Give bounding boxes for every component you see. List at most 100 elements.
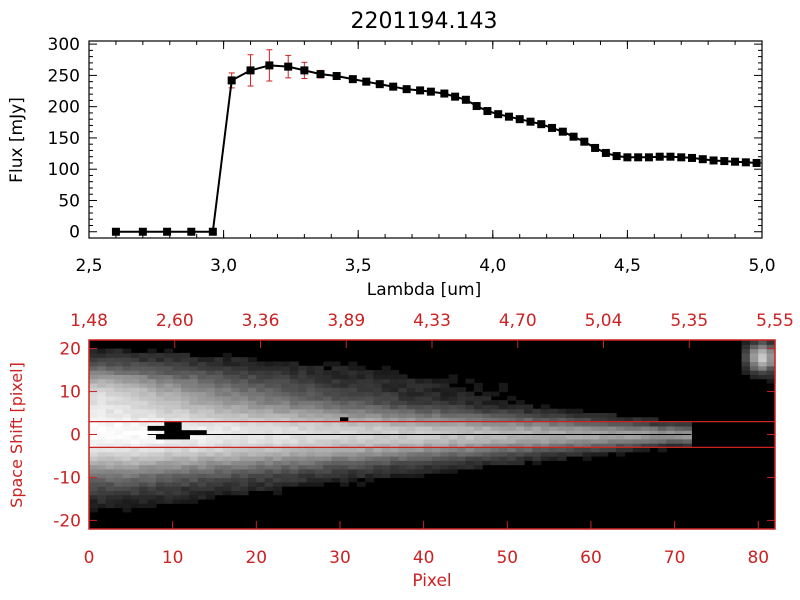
heatmap-cell — [624, 425, 634, 431]
heatmap-cell — [365, 408, 375, 414]
heatmap-cell — [432, 430, 441, 436]
heatmap-cell — [197, 400, 207, 406]
heatmap-cell — [256, 455, 266, 461]
heatmap-cell — [130, 451, 140, 457]
heatmap-cell — [306, 430, 316, 436]
heatmap-cell — [239, 481, 249, 487]
heatmap-cell — [281, 434, 291, 440]
heatmap-cell — [766, 361, 776, 367]
heatmap-cell — [273, 464, 283, 470]
heatmap-cell — [758, 348, 768, 354]
heatmap-cell — [139, 395, 149, 401]
heatmap-cell — [482, 447, 492, 453]
heatmap-cell — [448, 455, 458, 461]
heatmap-cell — [105, 425, 115, 431]
heatmap-cell — [172, 455, 182, 461]
heatmap-cell — [231, 421, 241, 427]
heatmap-cell — [89, 357, 98, 363]
flux-series-line — [115, 64, 757, 233]
heatmap-cell — [222, 361, 232, 367]
heatmap-cell — [114, 503, 124, 509]
heatmap-cell — [682, 438, 692, 444]
heatmap-cell — [498, 408, 508, 414]
heatmap-cell — [164, 447, 174, 453]
heatmap-cell — [181, 361, 190, 367]
heatmap-cell — [97, 391, 107, 397]
heatmap-cell — [298, 430, 308, 436]
heatmap-cell — [607, 443, 617, 448]
heatmap-cell — [155, 370, 165, 375]
heatmap-cell — [423, 400, 433, 406]
heatmap-cell — [289, 382, 299, 388]
heatmap-cell — [181, 443, 190, 448]
heatmap-cell — [231, 370, 241, 375]
heatmap-cell — [323, 468, 333, 474]
heatmap-cell — [197, 395, 207, 401]
heatmap-cell — [448, 374, 458, 380]
heatmap-cell — [574, 425, 584, 431]
heatmap-cell — [457, 447, 467, 453]
heatmap-cell — [197, 494, 207, 500]
x-tick-label: 20 — [245, 548, 267, 568]
heatmap-cell — [189, 425, 199, 431]
heatmap-cell — [206, 391, 216, 397]
heatmap-cell — [264, 473, 274, 479]
heatmap-cell — [172, 417, 182, 423]
heatmap-cell — [281, 395, 291, 401]
heatmap-cell — [406, 438, 416, 444]
heatmap-cell — [97, 400, 107, 406]
data-point — [426, 87, 435, 96]
heatmap-cell — [105, 486, 115, 491]
heatmap-cell — [89, 395, 98, 401]
heatmap-cell — [181, 400, 190, 406]
heatmap-cell — [306, 438, 316, 444]
heatmap-cell — [289, 374, 299, 380]
heatmap-cell — [231, 365, 241, 371]
heatmap-cell — [264, 438, 274, 444]
heatmap-cell — [540, 451, 550, 457]
heatmap-cell — [641, 443, 651, 448]
heatmap-cell — [273, 477, 283, 483]
heatmap-cell — [298, 447, 308, 453]
heatmap-cell — [390, 400, 400, 406]
heatmap-cell — [97, 468, 107, 474]
heatmap-cell — [314, 408, 324, 414]
heatmap-cell — [122, 361, 132, 367]
heatmap-cell — [264, 434, 274, 440]
heatmap-cell — [373, 425, 383, 431]
heatmap-cell — [758, 344, 768, 350]
heatmap-cell — [398, 434, 408, 440]
heatmap-cell — [214, 425, 224, 431]
heatmap-cell — [89, 382, 98, 388]
heatmap-cell — [239, 417, 249, 423]
heatmap-cell — [314, 391, 324, 397]
heatmap-cell — [247, 451, 257, 457]
heatmap-cell — [222, 434, 232, 440]
heatmap-cell — [398, 413, 408, 418]
heatmap-cell — [381, 395, 391, 401]
heatmap-cell — [139, 408, 149, 414]
heatmap-cell — [206, 404, 216, 410]
heatmap-cell — [130, 404, 140, 410]
heatmap-cell — [657, 430, 667, 436]
saturated-pixel — [164, 434, 174, 440]
heatmap-cell — [97, 413, 107, 418]
heatmap-cell — [758, 340, 768, 345]
heatmap-cell — [339, 382, 349, 388]
heatmap-cell — [105, 365, 115, 371]
heatmap-cell — [273, 378, 283, 384]
heatmap-cell — [465, 460, 475, 466]
heatmap-cell — [181, 447, 190, 453]
heatmap-cell — [314, 430, 324, 436]
heatmap-cell — [423, 434, 433, 440]
heatmap-cell — [206, 460, 216, 466]
saturated-pixel — [189, 430, 199, 436]
heatmap-cell — [365, 395, 375, 401]
heatmap-cell — [314, 443, 324, 448]
heatmap-cell — [214, 481, 224, 487]
heatmap-cell — [339, 460, 349, 466]
heatmap-cell — [423, 451, 433, 457]
heatmap-cell — [197, 468, 207, 474]
heatmap-cell — [222, 365, 232, 371]
heatmap-cell — [89, 490, 98, 496]
